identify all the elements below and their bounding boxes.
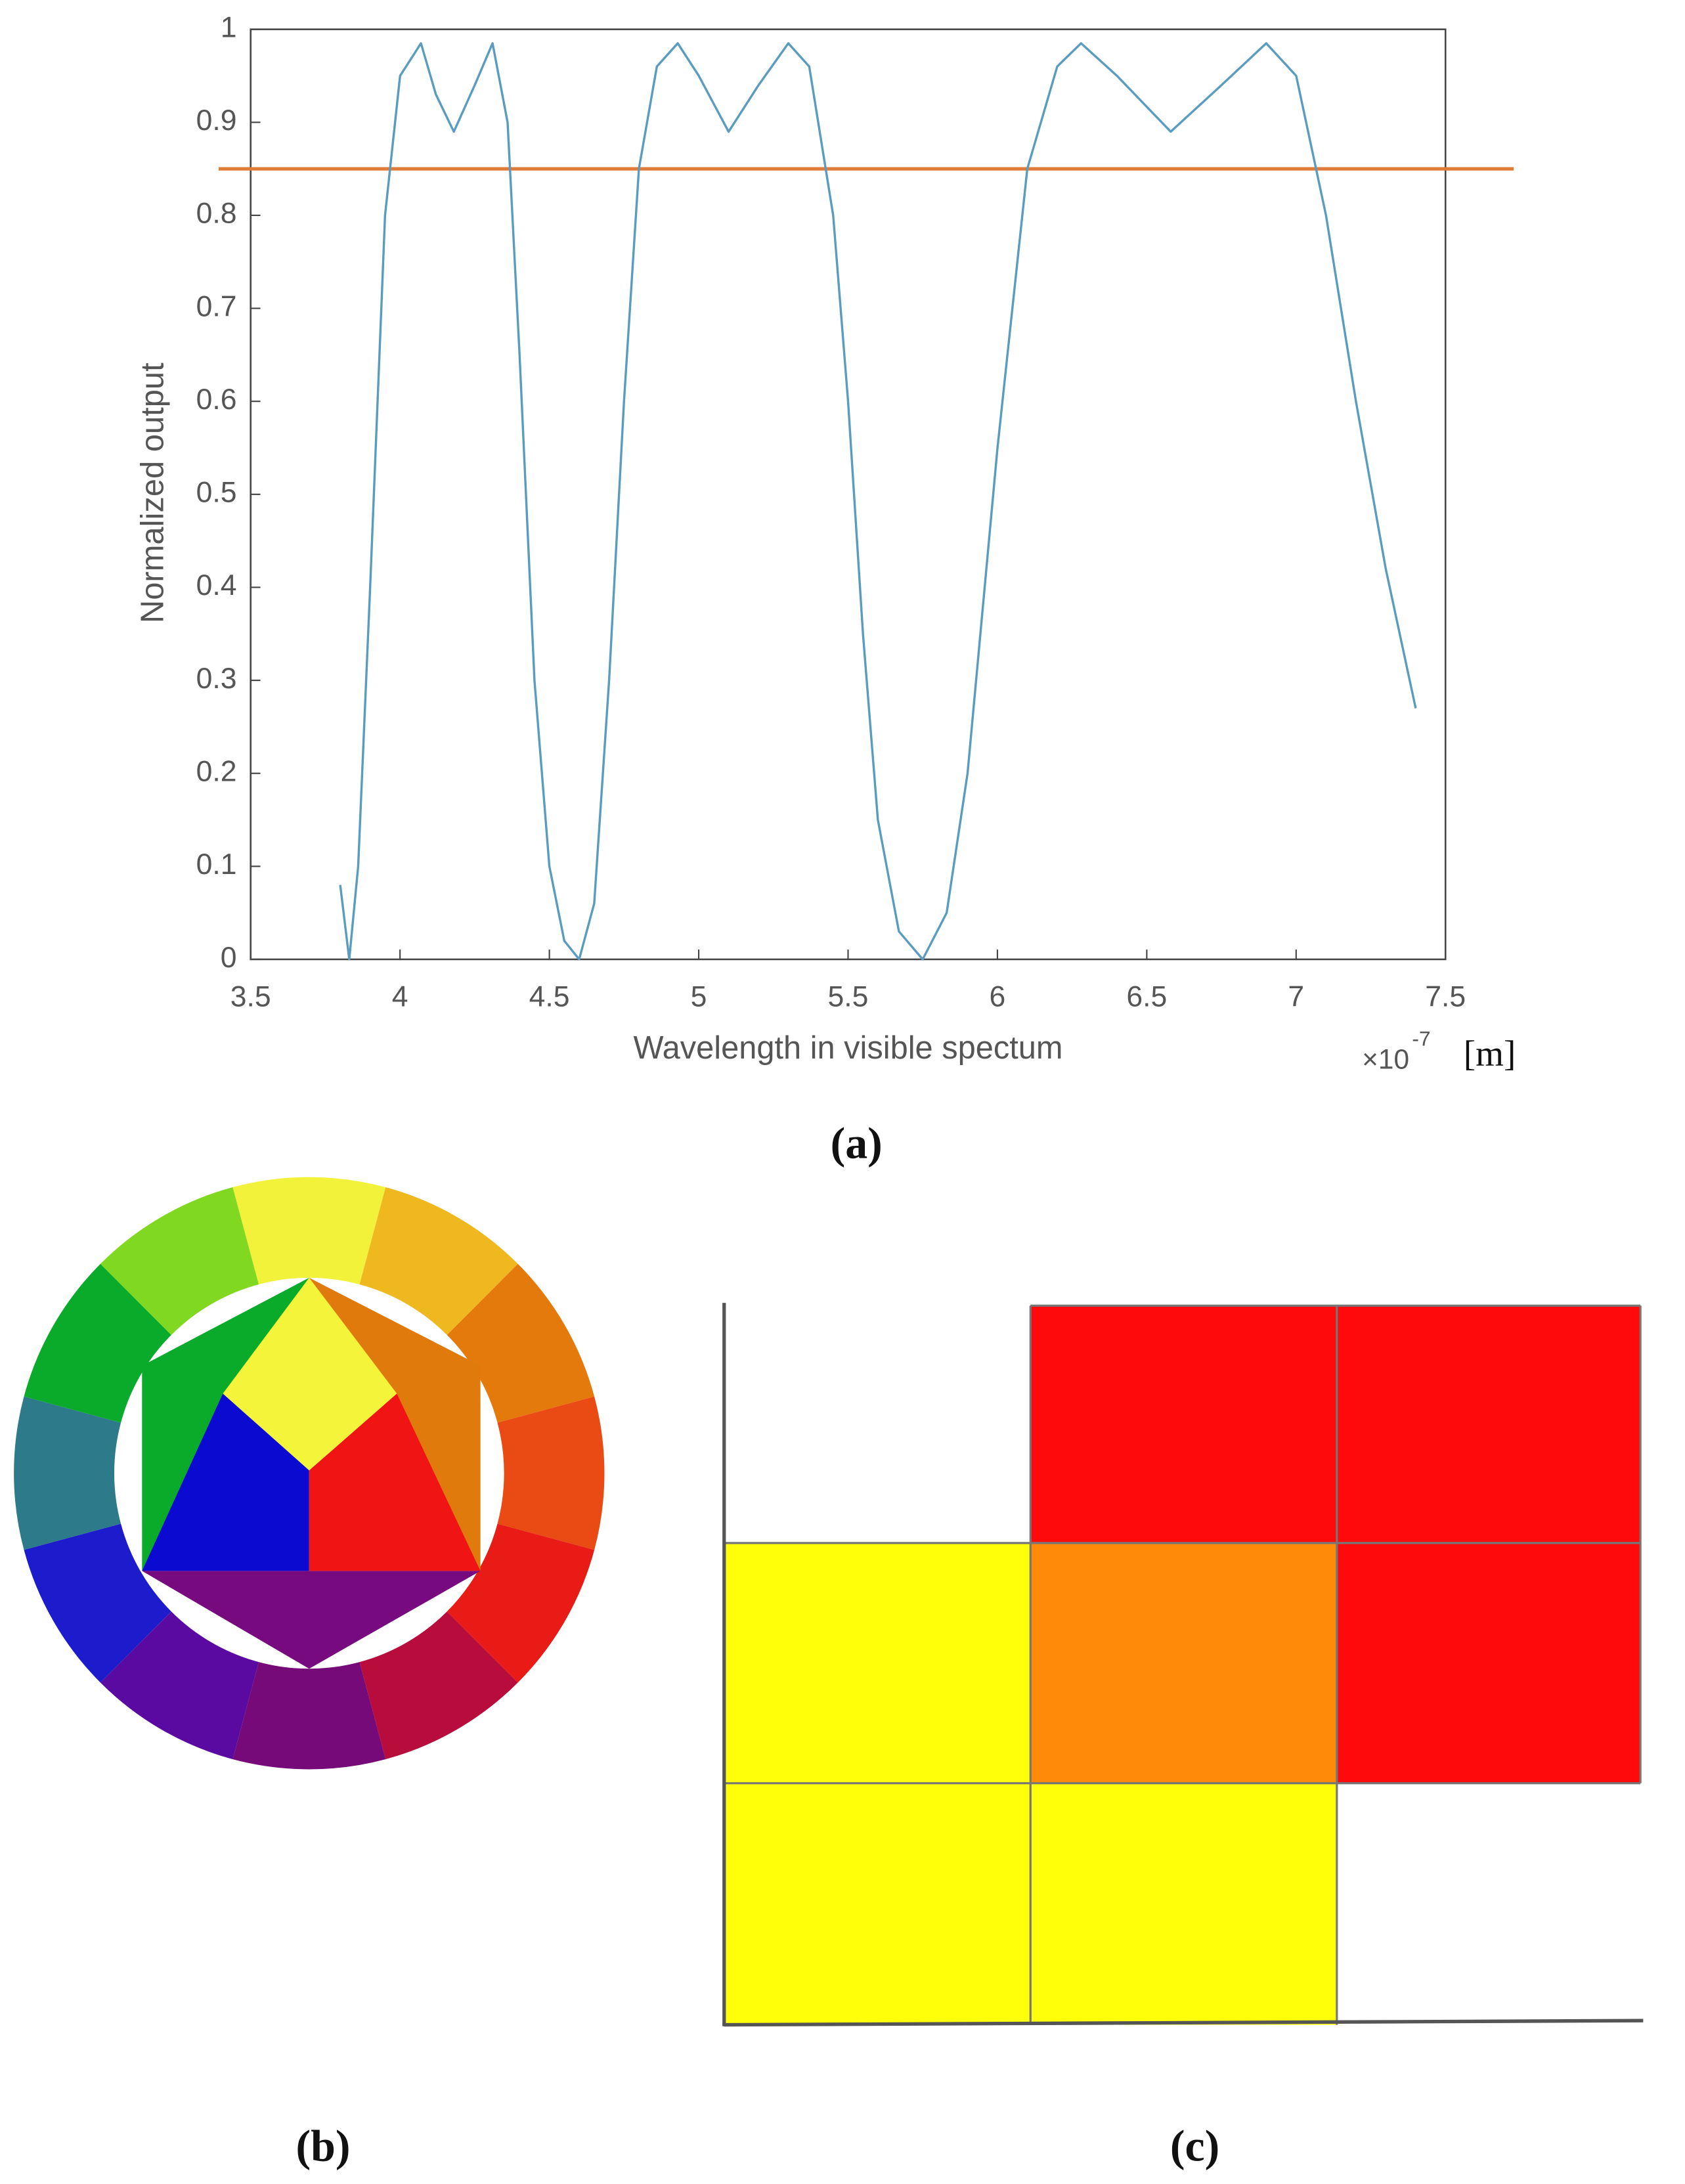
color-triangle	[142, 1277, 481, 1669]
wheel-segment	[100, 1187, 259, 1336]
data-line	[339, 42, 1417, 961]
x-tick-label: 6.5	[1126, 980, 1167, 1013]
panel-label: (b)	[296, 2120, 351, 2170]
y-tick-label: 0.7	[196, 290, 237, 322]
wheel-segment	[24, 1523, 171, 1683]
x-tick-label: 7.5	[1425, 980, 1466, 1013]
y-tick-label: 0.6	[196, 383, 237, 416]
x-tick-label: 5	[691, 980, 707, 1013]
wheel-segment	[232, 1662, 386, 1770]
y-tick-label: 0.9	[196, 104, 237, 137]
wheel-segment	[100, 1611, 259, 1760]
y-axis-label: Normalized output	[135, 362, 170, 623]
x-tick-label: 7	[1288, 980, 1304, 1013]
wheel-segment	[14, 1396, 121, 1550]
y-tick-label: 0.5	[196, 477, 237, 509]
y-tick-label: 1	[221, 11, 237, 43]
wheel-segment	[24, 1263, 171, 1423]
y-tick-label: 0	[221, 942, 237, 974]
y-tick-label: 0.3	[196, 663, 237, 695]
y-tick-label: 0.2	[196, 755, 237, 787]
wheel-segment	[359, 1187, 518, 1336]
x-multiplier: ×10	[1362, 1043, 1409, 1074]
x-axis-label: Wavelength in visible spectum	[633, 1030, 1062, 1066]
x-exponent: -7	[1412, 1027, 1430, 1051]
x-tick-label: 3.5	[230, 980, 271, 1013]
panel-label: (a)	[831, 1118, 883, 1168]
x-tick-label: 4.5	[529, 980, 570, 1013]
panel-label: (c)	[1170, 2120, 1219, 2170]
wheel-segment	[497, 1396, 605, 1550]
y-tick-label: 0.4	[196, 569, 237, 601]
color-grid	[722, 1303, 1644, 2027]
y-tick-label: 0.1	[196, 848, 237, 881]
wheel-segment	[447, 1523, 595, 1683]
x-unit: [m]	[1464, 1033, 1516, 1073]
x-tick-label: 4	[392, 980, 408, 1013]
x-tick-label: 6	[990, 980, 1006, 1013]
wheel-segment	[447, 1263, 595, 1423]
wheel-segment	[359, 1611, 518, 1760]
wheel-segment	[232, 1177, 386, 1285]
x-tick-label: 5.5	[828, 980, 869, 1013]
y-tick-label: 0.8	[196, 198, 237, 230]
color-wheel	[14, 1177, 605, 1770]
